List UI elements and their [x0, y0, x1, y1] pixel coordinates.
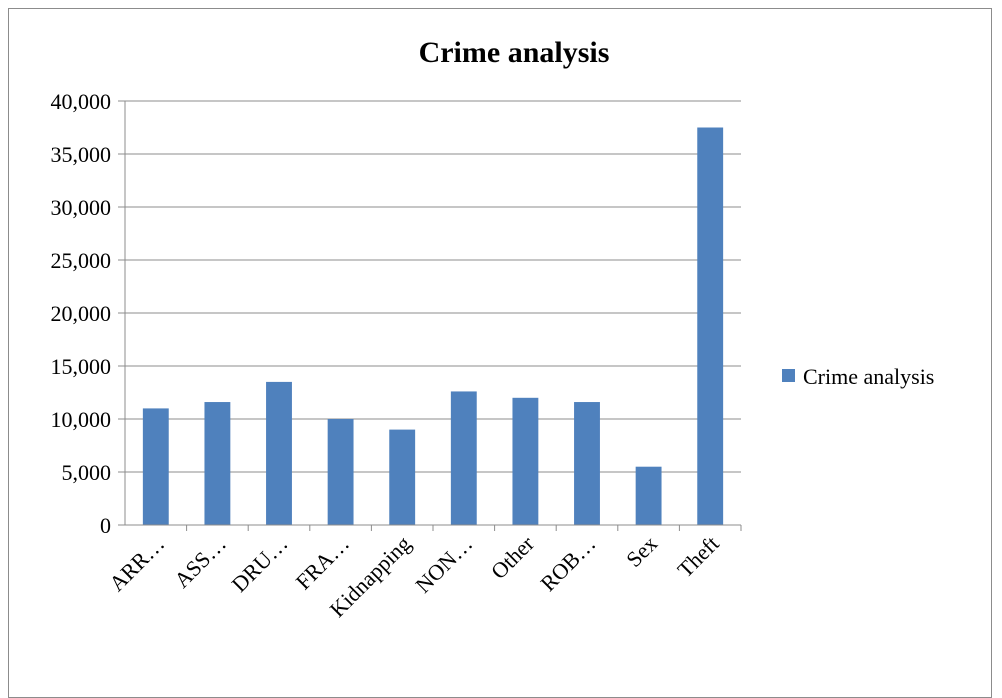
bar — [142, 408, 169, 525]
crime-analysis-chart: Crime analysis 0 5,000 10,000 15,000 20,000 2… — [51, 36, 935, 622]
y-tick-label: 0 — [100, 513, 111, 538]
y-tick-label: 10,000 — [51, 407, 112, 432]
chart-title: Crime analysis — [419, 36, 610, 69]
y-tick-label: 15,000 — [51, 354, 112, 379]
bar — [327, 419, 354, 525]
x-tick-label: NON… — [410, 531, 477, 598]
bar — [574, 402, 600, 525]
bar — [697, 127, 724, 525]
x-tick-label: Theft — [672, 531, 723, 582]
bar — [389, 429, 416, 525]
bar — [635, 466, 662, 525]
x-tick-label: Other — [486, 530, 540, 584]
x-tick-label: ARR… — [104, 531, 169, 596]
legend-label: Crime analysis — [803, 364, 934, 389]
chart-frame — [8, 8, 992, 698]
y-tick-label: 30,000 — [51, 195, 112, 220]
bars — [142, 127, 724, 525]
x-tick-label: DRU… — [226, 531, 292, 597]
bar — [450, 391, 477, 525]
legend: Crime analysis — [782, 364, 934, 389]
bar — [204, 402, 231, 525]
y-tick-label: 35,000 — [51, 142, 112, 167]
legend-swatch — [782, 369, 795, 382]
y-axis-tick-labels: 0 5,000 10,000 15,000 20,000 25,000 30,000 35,0… — [51, 89, 112, 538]
y-tick-label: 20,000 — [51, 301, 112, 326]
y-tick-label: 40,000 — [51, 89, 112, 114]
axes — [124, 101, 741, 526]
bar — [266, 381, 292, 525]
y-tick-label: 25,000 — [51, 248, 112, 273]
x-tick-label: Sex — [621, 531, 662, 572]
y-tick-label: 5,000 — [62, 460, 112, 485]
x-tick-label: ASS… — [169, 531, 231, 593]
x-tick-label: ROB… — [535, 531, 600, 596]
bar — [512, 397, 539, 525]
